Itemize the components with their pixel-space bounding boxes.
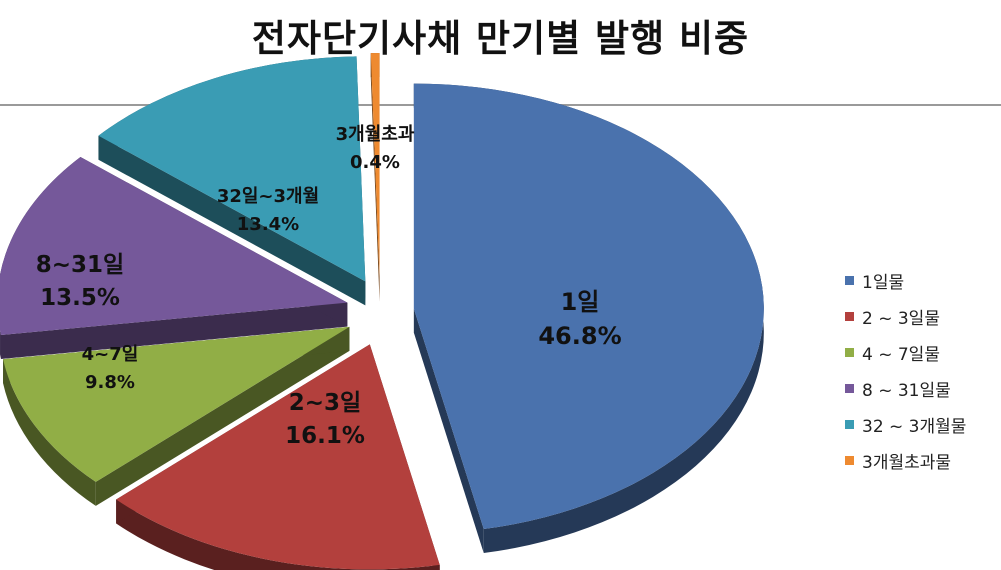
legend-swatch	[845, 275, 854, 285]
legend-item-over-3month: 3개월초과물	[845, 442, 966, 478]
legend-label: 8 ~ 31일물	[862, 380, 951, 401]
chart-title: 전자단기사채 만기별 발행 비중	[251, 17, 750, 60]
slice-wall	[0, 302, 348, 360]
slice-rim	[116, 499, 440, 570]
legend: 1일물 2 ~ 3일물 4 ~ 7일물 8 ~ 31일물 32 ~ 3개월물 3…	[845, 262, 966, 478]
slice-wall	[413, 308, 484, 554]
pie-slice	[370, 53, 380, 279]
legend-label: 4 ~ 7일물	[862, 344, 940, 365]
legend-item-1day: 1일물	[845, 262, 966, 298]
legend-item-8-31day: 8 ~ 31일물	[845, 370, 966, 406]
legend-swatch	[845, 419, 854, 429]
pie-slice	[413, 83, 764, 530]
slice-wall	[98, 135, 366, 306]
legend-label: 32 ~ 3개월물	[862, 416, 967, 437]
legend-item-32day-3month: 32 ~ 3개월물	[845, 406, 966, 442]
pie-slice	[116, 344, 440, 570]
legend-swatch	[845, 455, 854, 465]
legend-swatch	[845, 347, 854, 357]
slice-label-name: 3개월초과	[336, 124, 415, 145]
slice-wall	[95, 326, 350, 506]
legend-label: 1일물	[862, 272, 905, 293]
slice-label-value: 13.4%	[237, 214, 299, 235]
slice-rim	[3, 359, 96, 506]
legend-swatch	[845, 311, 854, 321]
slice-label-value: 13.5%	[40, 285, 120, 311]
slice-label-value: 16.1%	[285, 423, 365, 449]
slice-label-name: 8~31일	[36, 252, 124, 278]
pie-slice	[98, 56, 366, 282]
slice-wall	[370, 53, 380, 303]
slice-label-value: 46.8%	[538, 322, 621, 350]
slice-label-name: 32일~3개월	[217, 186, 319, 207]
legend-label: 3개월초과물	[862, 452, 952, 473]
legend-label: 2 ~ 3일물	[862, 308, 940, 329]
slice-label-value: 9.8%	[85, 372, 135, 393]
legend-item-4-7day: 4 ~ 7일물	[845, 334, 966, 370]
slice-label-name: 1일	[561, 288, 600, 316]
slice-label-name: 2~3일	[289, 390, 361, 416]
legend-item-2-3day: 2 ~ 3일물	[845, 298, 966, 334]
slice-label-value: 0.4%	[350, 152, 400, 173]
pie-slice	[3, 326, 350, 482]
legend-swatch	[845, 383, 854, 393]
slice-label-name: 4~7일	[82, 344, 139, 365]
pie-slice	[0, 157, 348, 336]
